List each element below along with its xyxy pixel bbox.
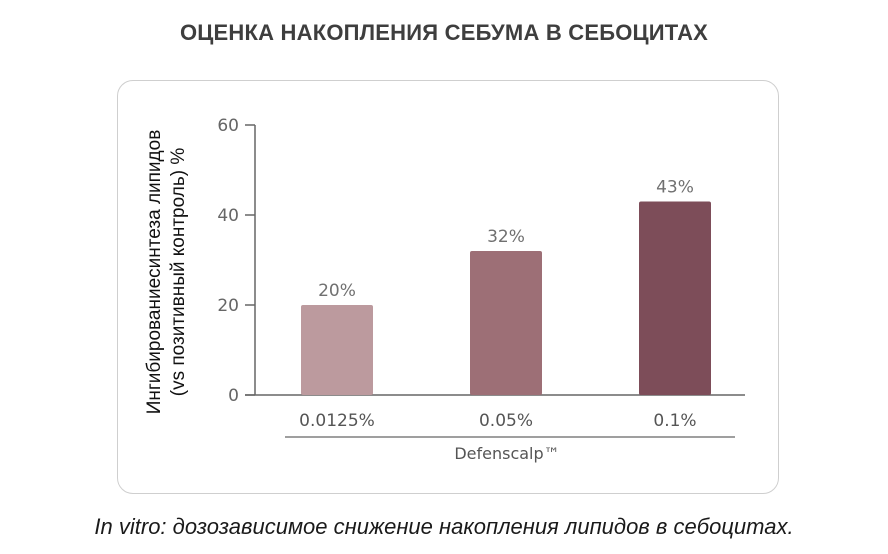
bar-value-label: 32% (487, 227, 525, 247)
x-category-label: 0.1% (653, 411, 696, 431)
x-axis-categories: 0.0125% 0.05% 0.1% (299, 411, 696, 431)
y-tick-label: 0 (228, 386, 239, 406)
chart-title: ОЦЕНКА НАКОПЛЕНИЯ СЕБУМА В СЕБОЦИТАХ (179, 20, 709, 45)
y-tick-label: 60 (217, 116, 239, 136)
bar (301, 305, 373, 395)
x-axis-label: Defenscalp™ (454, 444, 559, 463)
bar (639, 201, 711, 395)
y-tick-label: 20 (217, 296, 239, 316)
bar-value-label: 20% (318, 281, 356, 301)
y-axis-label-line-1: Ингибированиесинтеза липидов (144, 130, 165, 415)
bar-value-label: 43% (656, 178, 694, 198)
bars (301, 201, 711, 395)
x-category-label: 0.05% (479, 411, 533, 431)
bar (470, 251, 542, 395)
figure-caption: In vitro: дозозависимое снижение накопле… (94, 514, 794, 539)
x-category-label: 0.0125% (299, 411, 375, 431)
y-axis-label-line-2: (vs позитивный контроль) % (168, 148, 189, 397)
y-axis-label: Ингибированиесинтеза липидов (vs позитив… (144, 130, 189, 415)
y-tick-label: 40 (217, 206, 239, 226)
data-labels: 20% 32% 43% (318, 178, 694, 302)
